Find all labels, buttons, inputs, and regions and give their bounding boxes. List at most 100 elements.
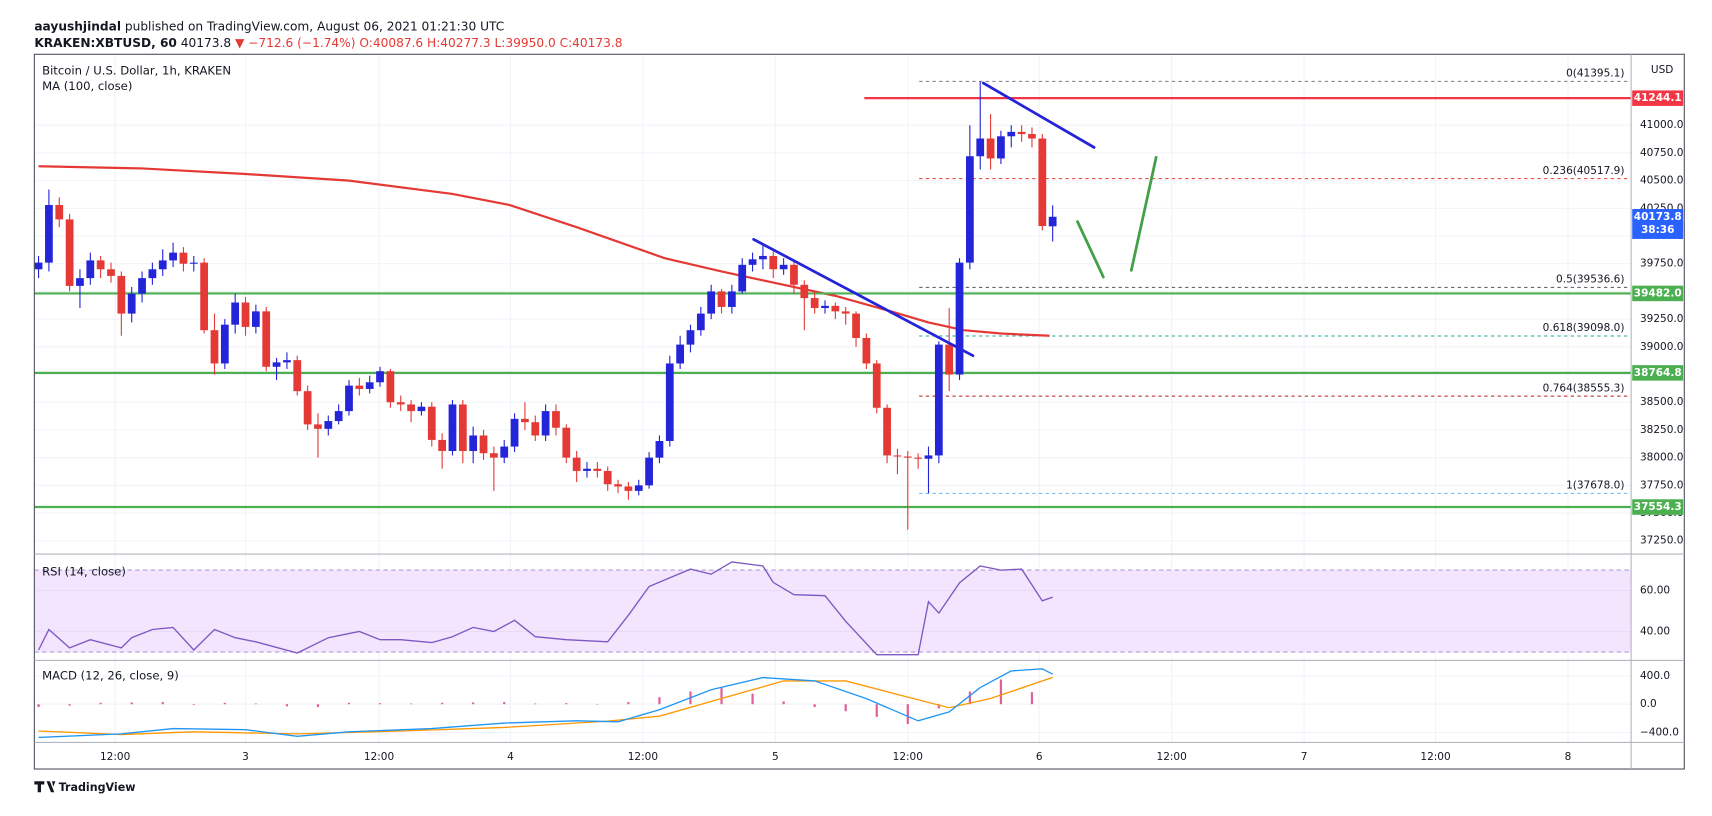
candle-body	[448, 404, 457, 451]
candle-body	[924, 455, 933, 459]
candle-body	[676, 344, 685, 364]
candle-body	[1017, 131, 1026, 135]
candle-body	[624, 486, 633, 491]
macd-histogram-bar	[782, 701, 785, 705]
candle-body	[914, 457, 923, 459]
x-tick-label: 5	[772, 751, 779, 763]
candle-body	[976, 138, 985, 157]
candle-body	[665, 363, 674, 442]
candle-body	[810, 298, 819, 309]
y-tick-label: 38000.0	[1640, 452, 1684, 464]
candle-body	[655, 441, 664, 458]
candle-body	[852, 313, 860, 338]
candle-body	[303, 391, 312, 425]
macd-histogram-bar	[968, 691, 971, 705]
candle-body	[355, 385, 364, 389]
candle-body	[686, 330, 695, 345]
candle-body	[934, 344, 943, 456]
candle-body	[262, 311, 271, 367]
macd-histogram-bar	[378, 703, 382, 705]
macd-histogram-bar	[130, 702, 133, 705]
logo: TradingView	[34, 781, 135, 794]
x-tick-label: 12:00	[1157, 751, 1187, 763]
macd-histogram-bar	[627, 702, 630, 705]
candle-body	[903, 456, 912, 458]
macd-histogram-bar	[751, 693, 754, 705]
candle-body	[65, 219, 74, 286]
x-tick-label: 12:00	[893, 751, 923, 763]
candle-body	[127, 293, 136, 314]
candle-body	[1038, 138, 1047, 227]
candle-body	[293, 360, 302, 392]
candle-body	[34, 262, 43, 270]
x-tick-label: 12:00	[628, 751, 658, 763]
fib-label: 1(37678.0)	[1566, 480, 1624, 492]
macd-histogram-bar	[596, 703, 599, 705]
macd-histogram-bar	[192, 704, 195, 705]
trend-line	[981, 81, 1096, 149]
fib-label: 0.236(40517.9)	[1543, 165, 1625, 177]
candle-body	[438, 439, 447, 451]
candle-body	[365, 382, 374, 389]
candle-body	[893, 455, 902, 457]
author: aayushjindal	[34, 19, 121, 33]
candle-body	[748, 259, 757, 265]
candle-body	[117, 275, 126, 314]
last-price-badge	[1632, 209, 1684, 239]
chart-area: 12:00 3 12:00 4 12:00 5 12:00 6 12:00 7 12:00 8 3725…	[34, 54, 1683, 763]
candle-body	[314, 424, 322, 429]
candle-body	[158, 260, 167, 270]
candle-body	[552, 411, 560, 428]
candle-body	[790, 264, 798, 285]
candle-body	[572, 457, 581, 471]
chart-title: Bitcoin / U.S. Dollar, 1h, KRAKEN	[42, 63, 231, 77]
candle-body	[334, 411, 343, 422]
macd-histogram-bar	[347, 702, 351, 705]
candle-body	[386, 371, 395, 403]
candle-body	[717, 291, 726, 307]
candle-body	[272, 362, 281, 367]
macd-histogram-bar	[99, 702, 102, 705]
macd-tick-label: −400.0	[1640, 726, 1679, 738]
macd-histogram-bar	[316, 704, 320, 708]
candle-body	[645, 457, 653, 486]
x-tick-label: 12:00	[100, 751, 130, 763]
macd-histogram-bar	[161, 702, 164, 705]
trend-line	[1076, 220, 1105, 279]
fib-label: 0.764(38555.3)	[1543, 382, 1625, 394]
rsi-line	[37, 561, 1053, 656]
symbol-line: KRAKEN:XBTUSD, 60 40173.8 ▼ −712.6 (−1.7…	[34, 36, 622, 50]
level-badge	[1632, 90, 1684, 106]
candle-body	[220, 324, 229, 364]
macd-histogram-bar	[720, 687, 723, 705]
candle-body	[283, 360, 291, 363]
publish-line: aayushjindal published on TradingView.co…	[34, 19, 504, 33]
level-badge	[1632, 285, 1684, 302]
fib-label: 0.5(39536.6)	[1556, 274, 1624, 286]
signal-line	[38, 676, 1053, 736]
y-tick-label: 39250.0	[1640, 313, 1684, 325]
candle-body	[417, 406, 426, 412]
candle-body	[583, 468, 591, 471]
candle-body	[76, 278, 84, 286]
candle-body	[779, 264, 788, 270]
candle-body	[634, 485, 643, 491]
candle-body	[138, 278, 146, 294]
candle-body	[469, 435, 478, 451]
rsi-label: RSI (14, close)	[42, 564, 126, 578]
x-tick-label: 12:00	[1420, 751, 1450, 763]
x-tick-label: 7	[1301, 751, 1308, 763]
last-price: 40173.8	[181, 36, 231, 50]
moving-average	[38, 165, 1050, 337]
x-tick-label: 3	[242, 751, 249, 763]
macd-histogram-bar	[223, 702, 226, 705]
level-badge	[1632, 499, 1684, 515]
candle-body	[489, 453, 498, 458]
candle-body	[1028, 134, 1036, 139]
candle-body	[86, 260, 95, 279]
ohlc: O:40087.6 H:40277.3 L:39950.0 C:40173.8	[359, 36, 622, 50]
trend-line	[752, 237, 975, 358]
macd-histogram-bar	[999, 679, 1003, 705]
macd-histogram-bar	[813, 704, 816, 708]
